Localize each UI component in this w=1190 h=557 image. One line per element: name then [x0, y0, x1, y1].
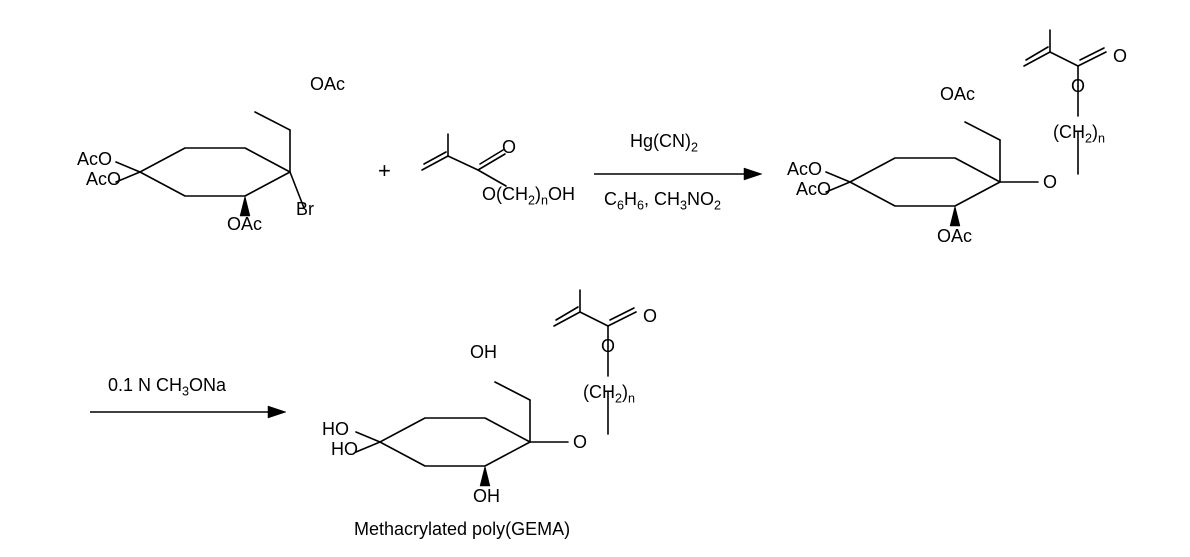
product1-oac-top: OAc: [940, 85, 975, 103]
reagent1-oac-bottom: OAc: [227, 215, 262, 233]
product2-ho-left-bottom: HO: [331, 440, 358, 458]
product1-aco-left-top: AcO: [787, 160, 822, 178]
product2-ho-left-top: HO: [322, 420, 349, 438]
reagent2-o: O: [502, 138, 516, 156]
product1-ester-o-dbl: O: [1113, 47, 1127, 65]
product2-oh-top: OH: [470, 343, 497, 361]
reaction-arrow-1: [594, 162, 764, 186]
reagent2-linker: O(CH2)nOH: [482, 185, 575, 207]
arrow1-bottom-reagent: C6H6, CH3NO2: [604, 190, 721, 212]
reagent1-aco-left-top: AcO: [77, 150, 112, 168]
product1-ester-o-mid: O: [1071, 77, 1085, 95]
product2-oh-bottom: OH: [473, 487, 500, 505]
product2-ester-o-dbl: O: [643, 307, 657, 325]
reagent1-aco-left-bottom: AcO: [86, 170, 121, 188]
arrow2-reagent: 0.1 N CH3ONa: [108, 376, 226, 398]
product2-ester-o-mid: O: [601, 337, 615, 355]
product2-caption: Methacrylated poly(GEMA): [354, 520, 570, 538]
product2-linker: (CH2)n: [583, 383, 635, 405]
product1-linker: (CH2)n: [1053, 123, 1105, 145]
product1-aco-left-bottom: AcO: [796, 180, 831, 198]
plus-symbol: +: [378, 160, 391, 182]
arrow1-top-reagent: Hg(CN)2: [630, 132, 698, 154]
product1-oac-bottom: OAc: [937, 227, 972, 245]
product2-ring-o: O: [573, 433, 587, 451]
reaction-scheme: OAc AcO AcO OAc Br + O O(CH2)nOH Hg(CN)2…: [0, 0, 1190, 557]
reaction-arrow-2: [90, 400, 290, 424]
reagent1-oac-top: OAc: [310, 75, 345, 93]
product1-ring-o: O: [1043, 173, 1057, 191]
reagent1-br: Br: [296, 200, 314, 218]
